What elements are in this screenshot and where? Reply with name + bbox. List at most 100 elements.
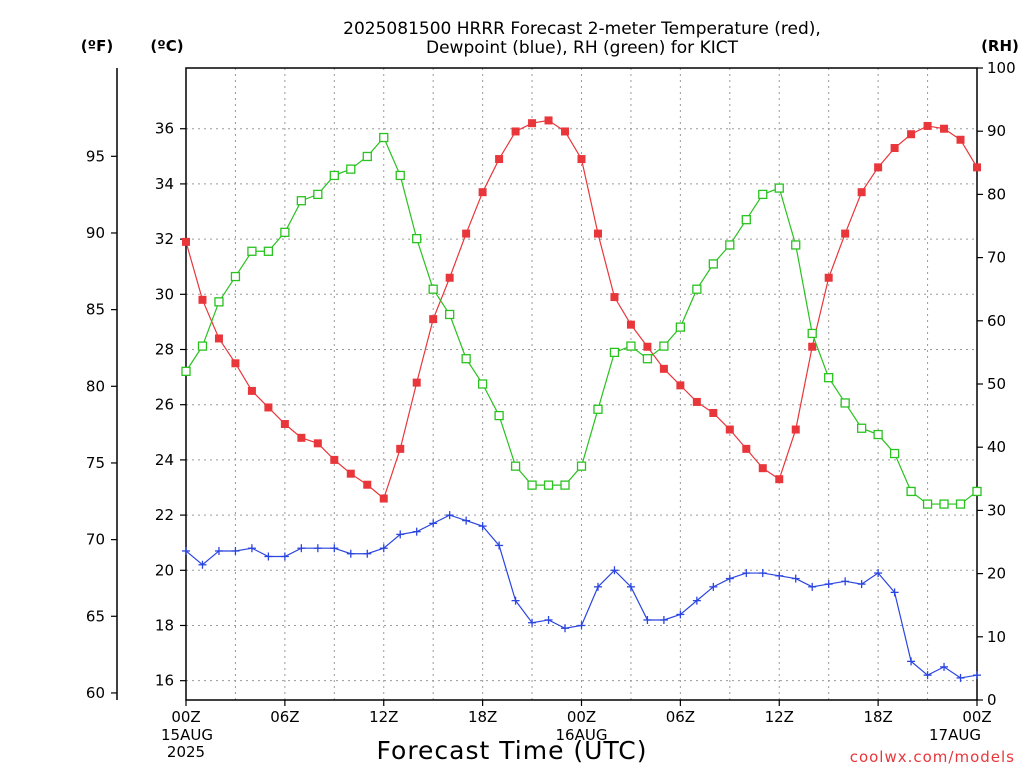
temperature-point (775, 475, 784, 484)
rh-point (313, 189, 323, 200)
dewpoint-point (791, 574, 800, 583)
fahrenheit-tick-label: 80 (86, 377, 105, 395)
celsius-unit-label: (ºC) (150, 37, 183, 55)
dewpoint-point (593, 582, 602, 591)
celsius-tick-label: 18 (155, 616, 174, 634)
temperature-point (280, 420, 289, 429)
dewpoint-point (297, 544, 306, 553)
temperature-point (824, 273, 833, 282)
dewpoint-point (874, 569, 883, 578)
temperature-point (940, 124, 949, 133)
dewpoint-point (330, 544, 339, 553)
temperature-point (379, 494, 388, 503)
temperature-point (396, 444, 405, 453)
rh-point (477, 379, 488, 389)
fahrenheit-tick-label: 85 (86, 301, 105, 319)
temperature-point (626, 320, 635, 329)
dewpoint-point (725, 574, 734, 583)
rh-point (856, 423, 867, 433)
temperature-point (182, 237, 190, 246)
temperature-point (890, 144, 899, 153)
title-line: Dewpoint (blue), RH (green) for KICT (426, 38, 739, 58)
time-tick-label: 00Z (567, 708, 596, 726)
rh-point (840, 398, 850, 408)
fahrenheit-axis: 60 65 70 75 80 85 90 95 (ºF) (81, 37, 118, 702)
rh-axis: 0 10 20 30 40 50 60 70 80 90 100 (RH) (977, 37, 1019, 709)
rh-point (791, 240, 801, 250)
dewpoint-point (775, 571, 784, 580)
rh-point (692, 284, 702, 294)
fahrenheit-tick-label: 75 (86, 454, 105, 472)
rh-tick-label: 60 (987, 312, 1006, 330)
dewpoint-point (247, 544, 256, 553)
time-date-label: 15AUG (161, 726, 213, 744)
temperature-point (247, 386, 256, 395)
temperature-point (264, 403, 273, 412)
temperature-point (659, 364, 668, 373)
temperature-point (676, 381, 685, 390)
temperature-point (956, 135, 965, 144)
rh-point (428, 284, 438, 294)
dewpoint-point (264, 552, 273, 561)
temperature-point (643, 342, 652, 351)
dewpoint-point (182, 546, 190, 555)
temperature-point (742, 444, 751, 453)
temperature-point (231, 359, 240, 368)
temperature-point (495, 155, 504, 164)
dewpoint-point (890, 588, 899, 597)
time-year-label: 2025 (167, 743, 205, 761)
dewpoint-point (676, 610, 685, 619)
series-dewpoint (182, 511, 981, 682)
rh-unit-label: (RH) (981, 37, 1019, 55)
rh-point (197, 341, 208, 351)
rh-point (609, 347, 620, 358)
rh-point (263, 246, 274, 256)
dewpoint-point (956, 673, 965, 682)
dewpoint-point (577, 621, 586, 630)
rh-point (461, 354, 471, 364)
rh-tick-label: 10 (987, 628, 1006, 646)
dewpoint-point (808, 582, 817, 591)
temperature-point (857, 188, 866, 197)
dewpoint-point (561, 624, 570, 633)
temperature-point (561, 127, 570, 136)
rh-point (642, 354, 653, 364)
temperature-point (198, 295, 207, 304)
celsius-tick-label: 24 (155, 451, 174, 469)
dewpoint-point (462, 516, 471, 525)
temperature-point (841, 229, 850, 238)
temperature-point (610, 293, 619, 302)
temperature-point (214, 334, 223, 343)
dewpoint-point (478, 522, 487, 531)
time-tick-label: 06Z (666, 708, 695, 726)
rh-point (741, 215, 751, 225)
dewpoint-point (923, 671, 932, 680)
temperature-point (429, 315, 438, 324)
dewpoint-point (824, 580, 833, 589)
dewpoint-point (412, 527, 421, 536)
rh-tick-label: 0 (987, 691, 997, 709)
rh-point (379, 132, 389, 143)
fahrenheit-unit-label: (ºF) (81, 37, 113, 55)
dewpoint-point (841, 577, 850, 586)
temperature-point (593, 229, 602, 238)
rh-tick-label: 80 (987, 185, 1006, 203)
temperature-point (462, 229, 471, 238)
credit-label: coolwx.com/models (850, 748, 1015, 766)
time-date-label: 16AUG (556, 726, 608, 744)
dewpoint-point (495, 541, 504, 550)
dewpoint-point (643, 615, 652, 624)
time-tick-label: 06Z (270, 708, 299, 726)
chart-title: 2025081500 HRRR Forecast 2-meter Tempera… (343, 19, 821, 58)
dewpoint-point (610, 566, 619, 575)
rh-point (576, 461, 587, 471)
celsius-tick-label: 36 (155, 120, 174, 138)
time-tick-label: 18Z (468, 708, 497, 726)
rh-point (758, 189, 768, 200)
rh-point (214, 297, 224, 307)
series-temperature (182, 116, 981, 503)
rh-point (873, 429, 883, 440)
rh-point (906, 486, 916, 497)
dewpoint-point (940, 662, 949, 671)
